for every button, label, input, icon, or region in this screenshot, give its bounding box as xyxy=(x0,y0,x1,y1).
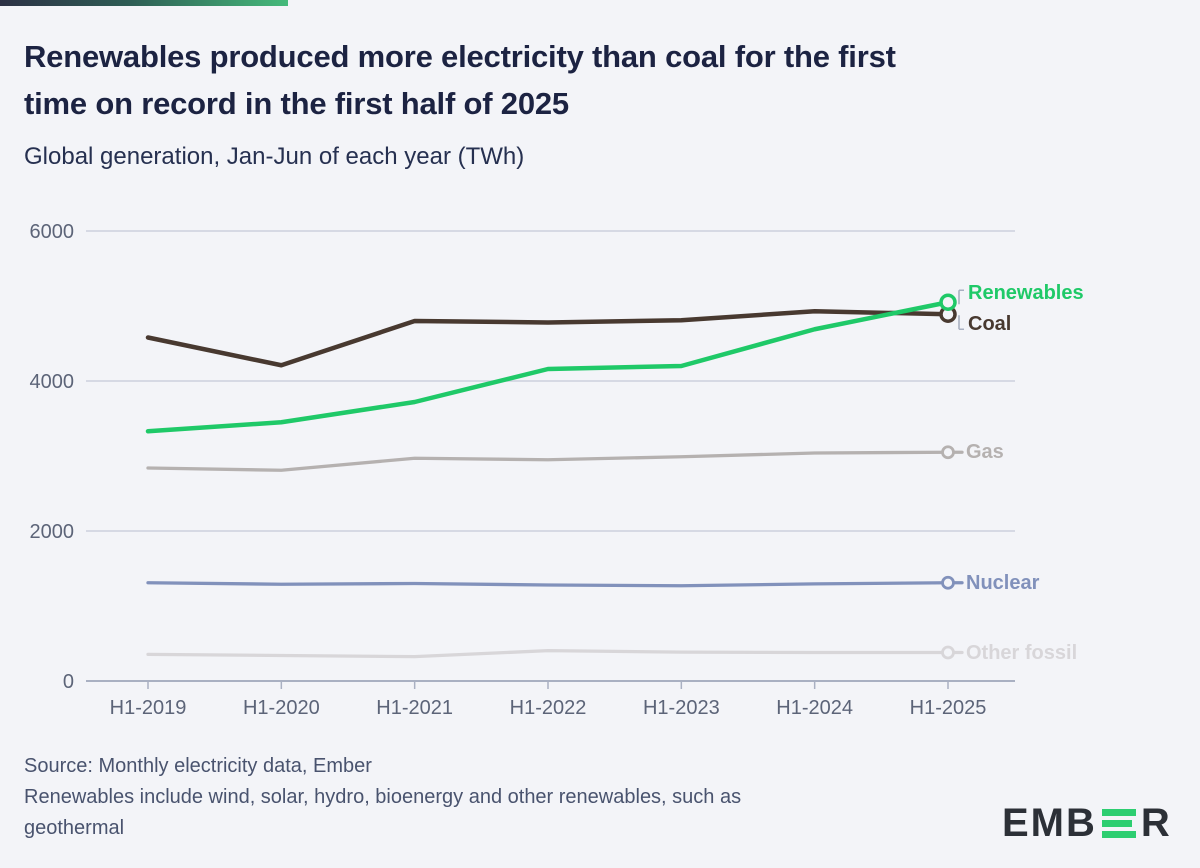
y-axis-tick-label: 2000 xyxy=(30,521,75,543)
y-axis-tick-label: 0 xyxy=(63,671,74,693)
series-label-coal: Coal xyxy=(968,313,1012,336)
series-line-renewables xyxy=(145,300,951,434)
y-axis-tick-label: 6000 xyxy=(30,221,75,243)
x-axis-tick-label: H1-2024 xyxy=(776,697,853,719)
end-marker-other-fossil xyxy=(941,645,955,660)
ember-logo-text-prefix: EMB xyxy=(1002,801,1097,845)
chart-subtitle: Global generation, Jan-Jun of each year … xyxy=(24,143,525,170)
x-axis-tick-label: H1-2025 xyxy=(910,697,987,719)
x-axis-tick-label: H1-2020 xyxy=(243,697,320,719)
series-label-renewables: Renewables xyxy=(968,282,1084,305)
line-chart: 0 2000 4000 6000 H1-2019 H1-2020 H1-2021 H1-202… xyxy=(0,200,1200,740)
series-line-other-fossil xyxy=(146,648,950,659)
source-line: Source: Monthly electricity data, Ember xyxy=(24,755,372,777)
x-axis-tick-label: H1-2023 xyxy=(643,697,720,719)
endpoint-bracket-coal xyxy=(958,315,964,331)
series-line-coal xyxy=(145,309,951,368)
line-chart-svg: 0 2000 4000 6000 H1-2019 H1-2020 H1-2021 H1-202… xyxy=(30,221,1015,719)
ember-logo-e-bars-icon xyxy=(1101,809,1136,839)
endpoint-bracket-renewables xyxy=(958,289,964,305)
ember-logo-text-suffix: R xyxy=(1140,801,1172,845)
note-line-2: geothermal xyxy=(24,817,125,839)
ember-logo: EMB R xyxy=(1002,801,1172,846)
series-label-gas: Gas xyxy=(966,441,1004,464)
x-axis-tick-label: H1-2021 xyxy=(376,697,453,719)
x-axis-tick-label: H1-2022 xyxy=(510,697,587,719)
note-line-1: Renewables include wind, solar, hydro, b… xyxy=(24,786,742,808)
chart-title-line-1: Renewables produced more electricity tha… xyxy=(24,39,896,74)
chart-title-line-2: time on record in the first half of 2025 xyxy=(24,86,569,121)
end-marker-nuclear xyxy=(941,575,955,590)
end-marker-renewables xyxy=(939,293,957,311)
series-line-nuclear xyxy=(146,581,950,588)
end-marker-gas xyxy=(941,445,955,460)
chart-header: Renewables produced more electricity tha… xyxy=(24,33,1174,171)
series-label-other-fossil: Other fossil xyxy=(966,641,1078,664)
series-label-nuclear: Nuclear xyxy=(966,571,1040,594)
source-note: Source: Monthly electricity data, Ember … xyxy=(24,751,904,844)
y-axis-tick-label: 4000 xyxy=(30,371,75,393)
x-axis-tick-label: H1-2019 xyxy=(110,697,187,719)
brand-accent-bar xyxy=(0,0,288,6)
series-line-gas xyxy=(146,450,950,472)
